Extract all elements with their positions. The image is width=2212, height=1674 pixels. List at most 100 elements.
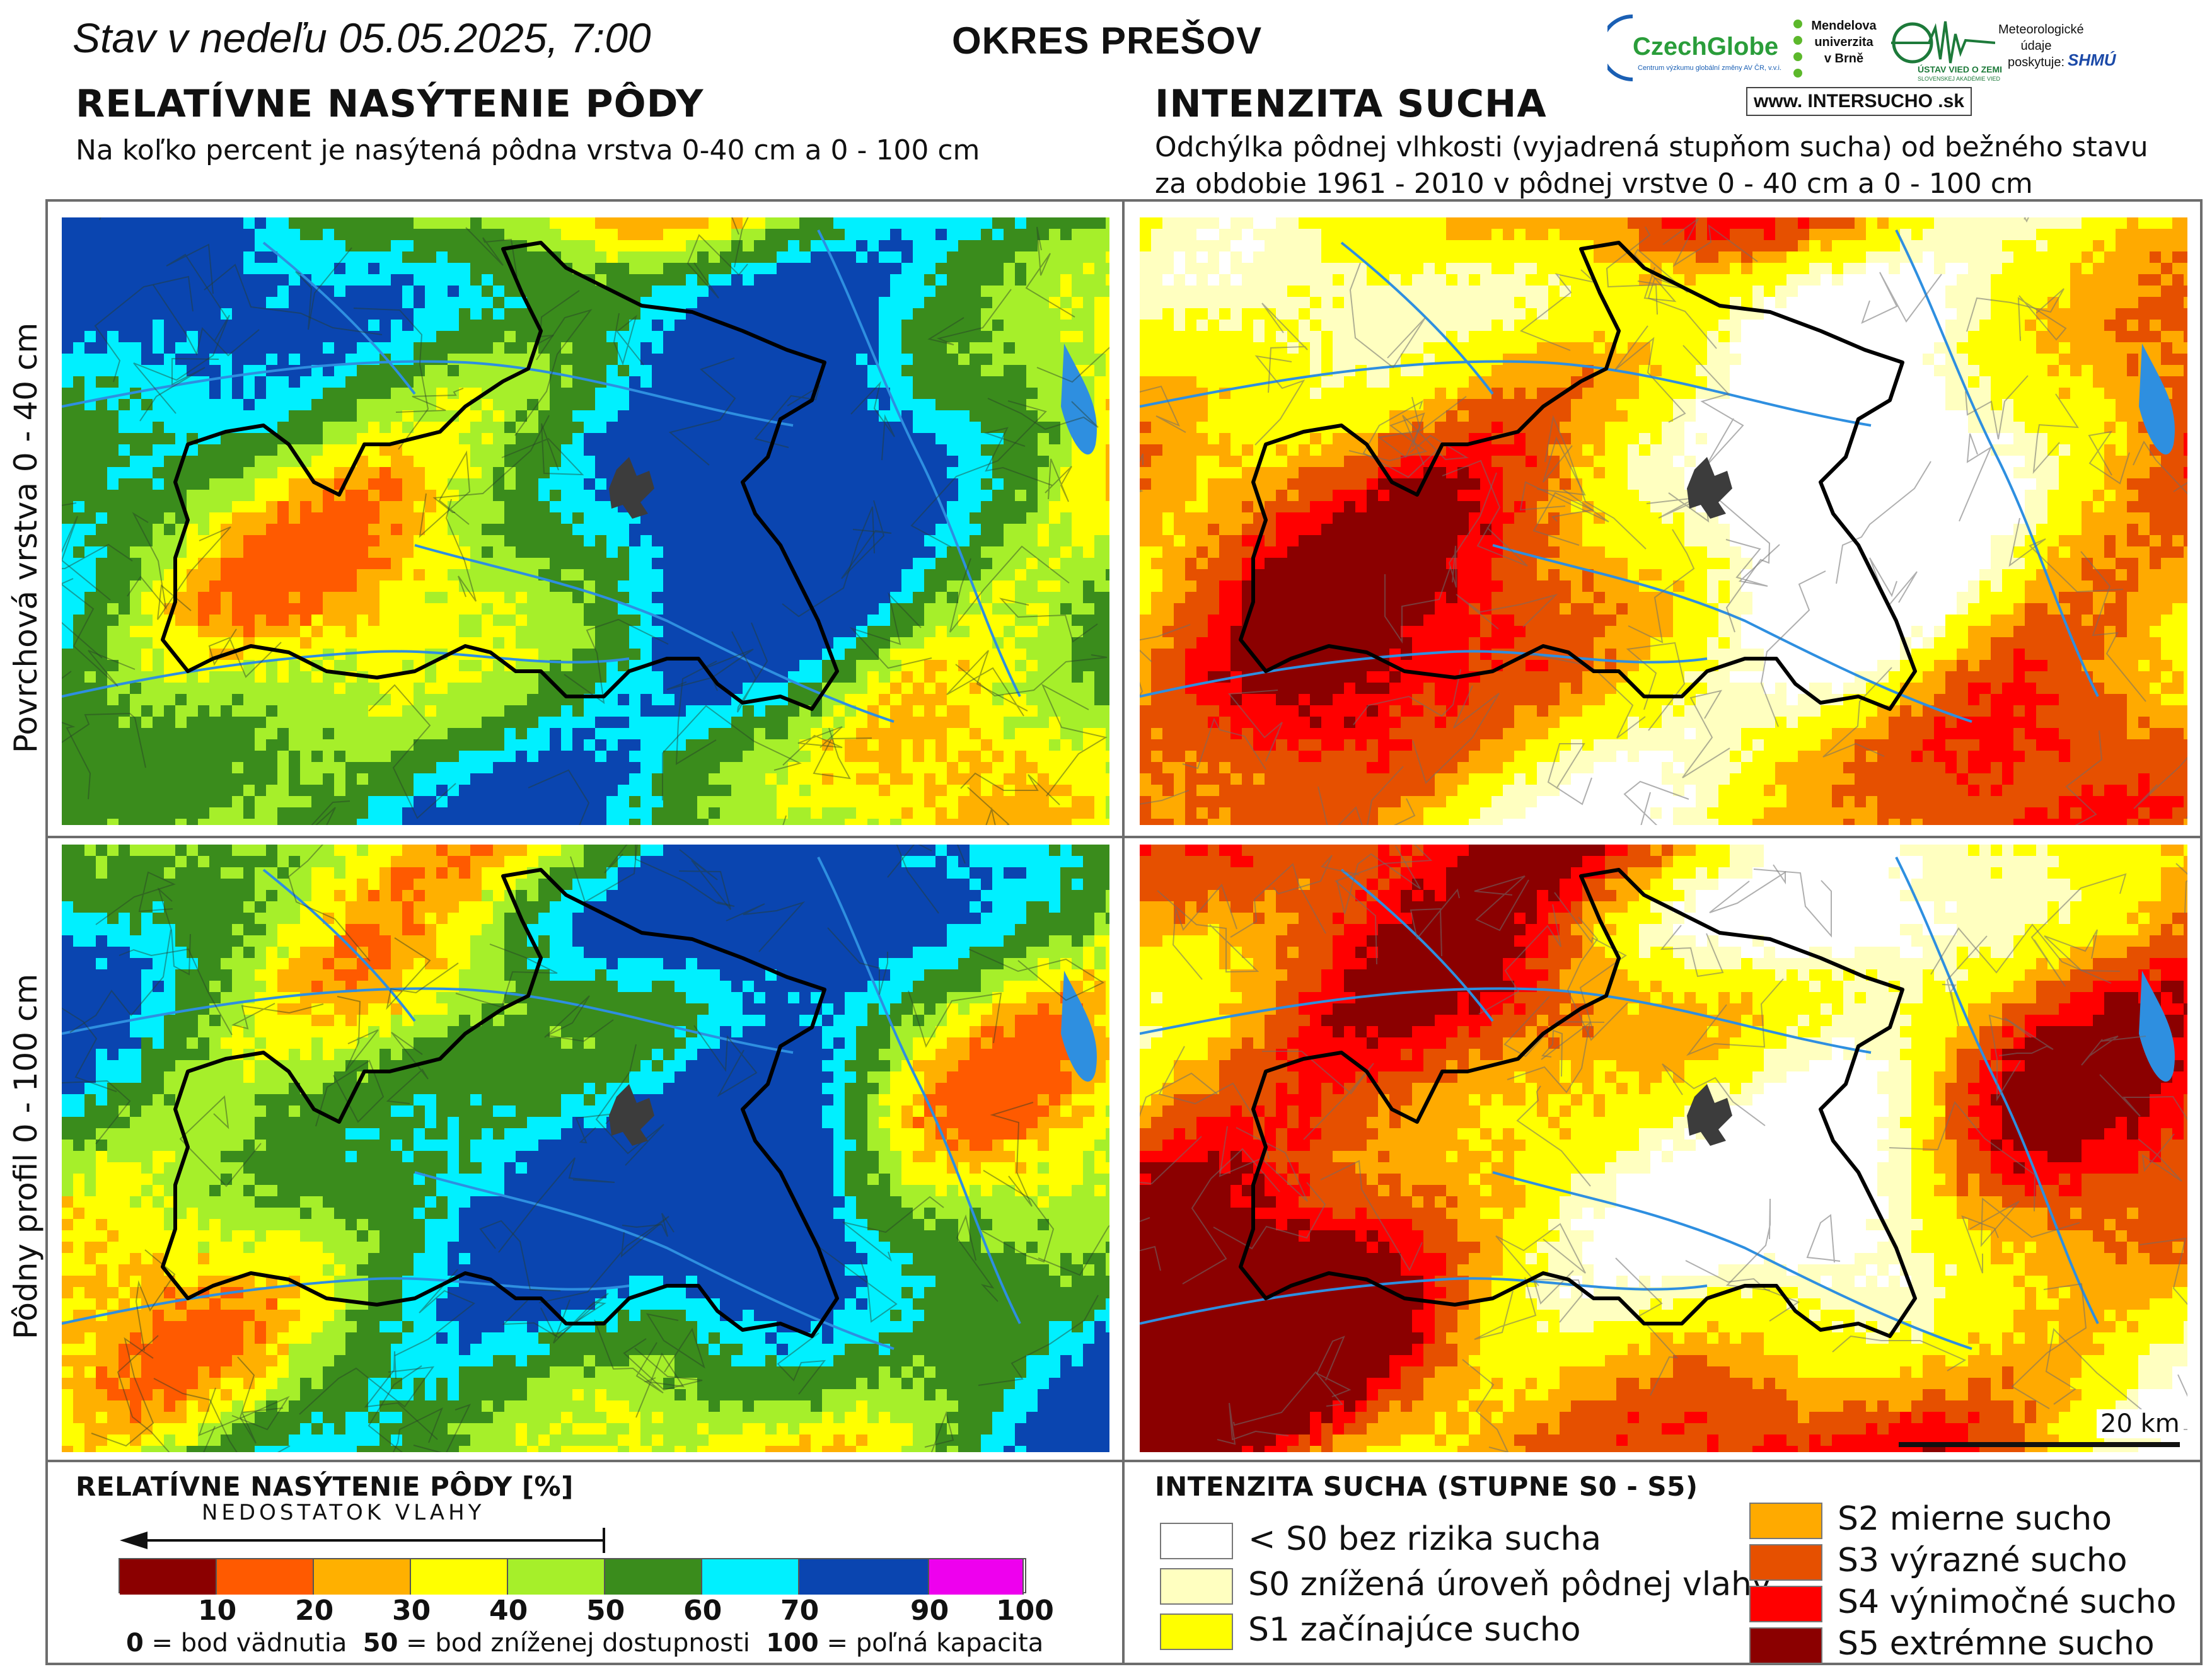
colorbar-tick-label: 20 xyxy=(295,1595,333,1627)
river-line xyxy=(1340,241,1494,395)
map-saturation-0-40-canvas xyxy=(62,217,1109,825)
city-presov xyxy=(609,1084,654,1146)
colorbar-tick-label: 90 xyxy=(910,1595,949,1627)
river-line xyxy=(1140,1277,1708,1325)
footnote-50-text: = bod zníženej dostupnosti xyxy=(398,1629,750,1658)
colorbar-segment xyxy=(508,1559,605,1595)
river-line xyxy=(62,987,794,1054)
drought-legend-label: S4 výnimočné sucho xyxy=(1838,1583,2177,1621)
colorbar-segment xyxy=(702,1559,799,1595)
map-saturation-0-40 xyxy=(62,217,1109,825)
ustav-sub: SLOVENSKEJ AKADÉMIE VIED xyxy=(1918,76,2000,82)
drought-legend-label: S1 začínajúce sucho xyxy=(1248,1611,1581,1649)
city-presov xyxy=(1687,457,1732,519)
mendel-logo: Mendelova univerzita v Brně xyxy=(1790,15,1885,84)
river-line xyxy=(1140,987,1872,1054)
date-label: Stav v nedeľu 05.05.2025, 7:00 xyxy=(72,14,651,62)
drought-subtitle-line1: Odchýlka pôdnej vlhkosti (vyjadrená stup… xyxy=(1155,129,2148,166)
river-line xyxy=(1895,229,2099,697)
footnote-100-text: = poľná kapacita xyxy=(819,1629,1043,1658)
drought-title: INTENZITA SUCHA xyxy=(1155,82,1547,126)
map-drought-0-100 xyxy=(1140,845,2187,1452)
drought-swatch xyxy=(1749,1544,1822,1581)
drought-legend-label: S2 mierne sucho xyxy=(1838,1500,2112,1538)
lake-shape xyxy=(1061,971,1097,1082)
mendel-name: Mendelova univerzita v Brně xyxy=(1809,18,1879,67)
row-label-bottom: Pôdny profil 0 - 100 cm xyxy=(8,974,44,1339)
colorbar-tick-label: 60 xyxy=(683,1595,722,1627)
czechglobe-sub: Centrum výzkumu globální změny AV ČR, v.… xyxy=(1638,64,1781,72)
mendel-dots-icon xyxy=(1793,20,1802,78)
colorbar-segment xyxy=(605,1559,702,1595)
left-arrow-icon xyxy=(120,1528,605,1553)
czechglobe-logo: CzechGlobe Centrum výzkumu globální změn… xyxy=(1599,9,1797,84)
shortage-arrow: NEDOSTATOK VLAHY xyxy=(120,1500,605,1557)
saturation-ticks: 10 20 30 40 50 60 70 90 100 xyxy=(0,1595,1122,1632)
colorbar-tick-label: 40 xyxy=(489,1595,528,1627)
district-boundary xyxy=(1239,241,1917,711)
municipality-boundaries xyxy=(62,845,1109,1452)
saturation-legend-title: RELATÍVNE NASÝTENIE PÔDY [%] xyxy=(76,1471,574,1502)
river-line xyxy=(62,650,630,698)
drought-legend-label: S3 výrazné sucho xyxy=(1838,1542,2128,1579)
municipality-boundaries xyxy=(1140,845,2187,1452)
ustav-name: ÚSTAV VIED O ZEMI xyxy=(1918,64,2002,74)
map-raster xyxy=(1140,845,2187,1452)
horizontal-divider-middle xyxy=(45,836,2203,838)
shmu-logo: SHMÚ xyxy=(2068,50,2116,70)
river-line xyxy=(1140,360,1872,427)
saturation-subtitle: Na koľko percent je nasýtená pôdna vrstv… xyxy=(76,132,980,169)
logo-area: CzechGlobe Centrum výzkumu globální změn… xyxy=(1599,9,2131,122)
map-drought-0-40-canvas xyxy=(1140,217,2187,825)
colorbar-segment xyxy=(929,1559,1024,1595)
city-presov xyxy=(609,457,654,519)
river-line xyxy=(62,1277,630,1325)
drought-legend-title: INTENZITA SUCHA (STUPNE S0 - S5) xyxy=(1155,1471,1698,1502)
drought-swatch xyxy=(1749,1503,1822,1539)
colorbar-segment xyxy=(411,1559,508,1595)
colorbar-segment xyxy=(314,1559,411,1595)
district-boundary xyxy=(161,868,839,1338)
colorbar-segment xyxy=(217,1559,314,1595)
colorbar-tick-label: 100 xyxy=(996,1595,1054,1627)
scale-bar xyxy=(1899,1442,2180,1447)
river-line xyxy=(1140,650,1708,698)
river-line xyxy=(262,241,416,395)
drought-subtitle-line2: za obdobie 1961 - 2010 v pôdnej vrstve 0… xyxy=(1155,166,2033,202)
ustav-logo: ÚSTAV VIED O ZEMI SLOVENSKEJ AKADÉMIE VI… xyxy=(1891,15,2002,84)
map-drought-0-40 xyxy=(1140,217,2187,825)
drought-swatch xyxy=(1160,1523,1233,1559)
district-boundary xyxy=(1239,868,1917,1338)
map-saturation-0-100 xyxy=(62,845,1109,1452)
drought-swatch xyxy=(1749,1627,1822,1664)
map-saturation-0-100-canvas xyxy=(62,845,1109,1452)
river-line xyxy=(817,857,1021,1324)
czechglobe-name: CzechGlobe xyxy=(1633,33,1778,61)
river-line xyxy=(1340,869,1494,1022)
row-label-top: Povrchová vrstva 0 - 40 cm xyxy=(8,323,44,753)
colorbar-tick-label: 10 xyxy=(198,1595,236,1627)
river-line xyxy=(62,360,794,427)
colorbar-tick-label: 70 xyxy=(780,1595,819,1627)
drought-swatch xyxy=(1160,1613,1233,1650)
lake-shape xyxy=(2139,971,2175,1082)
city-presov xyxy=(1687,1084,1732,1146)
saturation-footnote: 0 = bod vädnutia 50 = bod zníženej dostu… xyxy=(126,1629,1043,1658)
footnote-50-value: 50 xyxy=(363,1629,398,1658)
saturation-colorbar xyxy=(119,1558,1026,1595)
district-boundary xyxy=(161,241,839,711)
footnote-100-value: 100 xyxy=(766,1629,819,1658)
drought-legend-items: < S0 bez rizika sucha S0 znížená úroveň p… xyxy=(1160,1500,2194,1666)
meteo-label: Meteorologické údaje poskytuje: xyxy=(1998,21,2084,71)
map-raster xyxy=(62,217,1109,825)
drought-legend-label: S0 znížená úroveň pôdnej vlahy xyxy=(1248,1566,1771,1603)
horizontal-divider-bottom xyxy=(45,1460,2203,1462)
colorbar-segment xyxy=(120,1559,217,1595)
colorbar-tick-label: 30 xyxy=(392,1595,431,1627)
seismograph-icon xyxy=(1891,21,1996,64)
drought-legend-label: < S0 bez rizika sucha xyxy=(1248,1520,1601,1558)
map-drought-0-100-canvas xyxy=(1140,845,2187,1452)
saturation-title: RELATÍVNE NASÝTENIE PÔDY xyxy=(76,82,704,126)
shortage-arrow-label: NEDOSTATOK VLAHY xyxy=(202,1500,485,1525)
river-line xyxy=(262,869,416,1022)
